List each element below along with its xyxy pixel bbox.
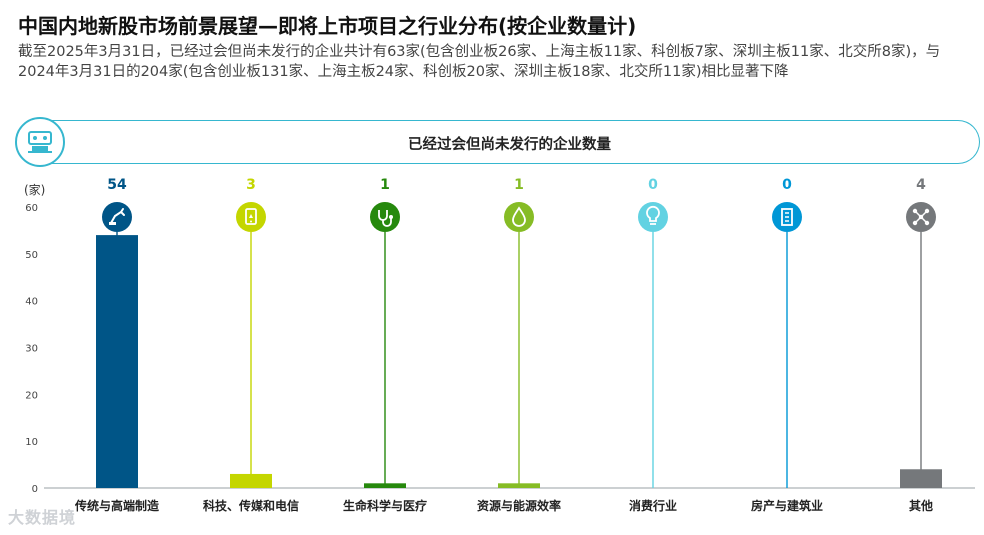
lightbulb-icon-badge <box>638 202 668 232</box>
bar-7 <box>900 469 942 488</box>
x-category-label: 科技、传媒和电信 <box>203 498 299 513</box>
stethoscope-icon <box>378 210 393 227</box>
building-icon <box>781 208 793 226</box>
droplet-icon <box>512 206 526 227</box>
robot-arm-icon-badge <box>102 202 132 232</box>
page-subtitle: 截至2025年3月31日，已经过会但尚未发行的企业共计有63家(包含创业板26家… <box>18 44 941 80</box>
x-category-label: 传统与高端制造 <box>74 498 160 513</box>
y-tick-label: 20 <box>25 390 38 401</box>
y-tick-label: 10 <box>25 437 38 448</box>
lightbulb-icon <box>646 205 660 225</box>
x-category-label: 房产与建筑业 <box>751 498 823 513</box>
stethoscope-icon-badge <box>370 202 400 232</box>
y-axis-unit-label: (家) <box>24 183 46 197</box>
robot-arm-factory-icon <box>15 117 65 167</box>
y-tick-label: 60 <box>25 203 38 214</box>
data-value-label: 3 <box>246 177 256 193</box>
page-title: 中国内地新股市场前景展望—即将上市项目之行业分布(按企业数量计) <box>18 14 637 38</box>
watermark-text: 大数据境 <box>8 508 77 527</box>
y-tick-label: 50 <box>25 250 38 261</box>
y-tick-label: 40 <box>25 297 38 308</box>
x-category-label: 生命科学与医疗 <box>343 498 427 513</box>
bar-2 <box>230 473 272 488</box>
x-category-label: 资源与能源效率 <box>477 498 561 513</box>
network-icon <box>912 208 930 226</box>
data-value-label: 1 <box>380 177 390 193</box>
data-value-label: 1 <box>514 177 524 193</box>
data-value-label: 54 <box>107 177 127 193</box>
y-tick-label: 30 <box>25 344 38 355</box>
x-category-label: 其他 <box>909 498 933 513</box>
data-value-label: 0 <box>782 177 792 193</box>
robot-arm-icon <box>109 208 125 225</box>
droplet-icon-badge <box>504 202 534 232</box>
bar-4 <box>498 483 540 488</box>
section-header-label: 已经过会但尚未发行的企业数量 <box>408 137 611 153</box>
section-header-bar: 已经过会但尚未发行的企业数量 <box>40 120 980 164</box>
bar-1 <box>96 235 138 488</box>
y-tick-label: 0 <box>32 484 38 495</box>
data-value-label: 0 <box>648 177 658 193</box>
x-category-label: 消费行业 <box>629 498 677 513</box>
data-value-label: 4 <box>916 177 926 193</box>
bar-3 <box>364 483 406 488</box>
tablet-icon <box>245 208 257 225</box>
